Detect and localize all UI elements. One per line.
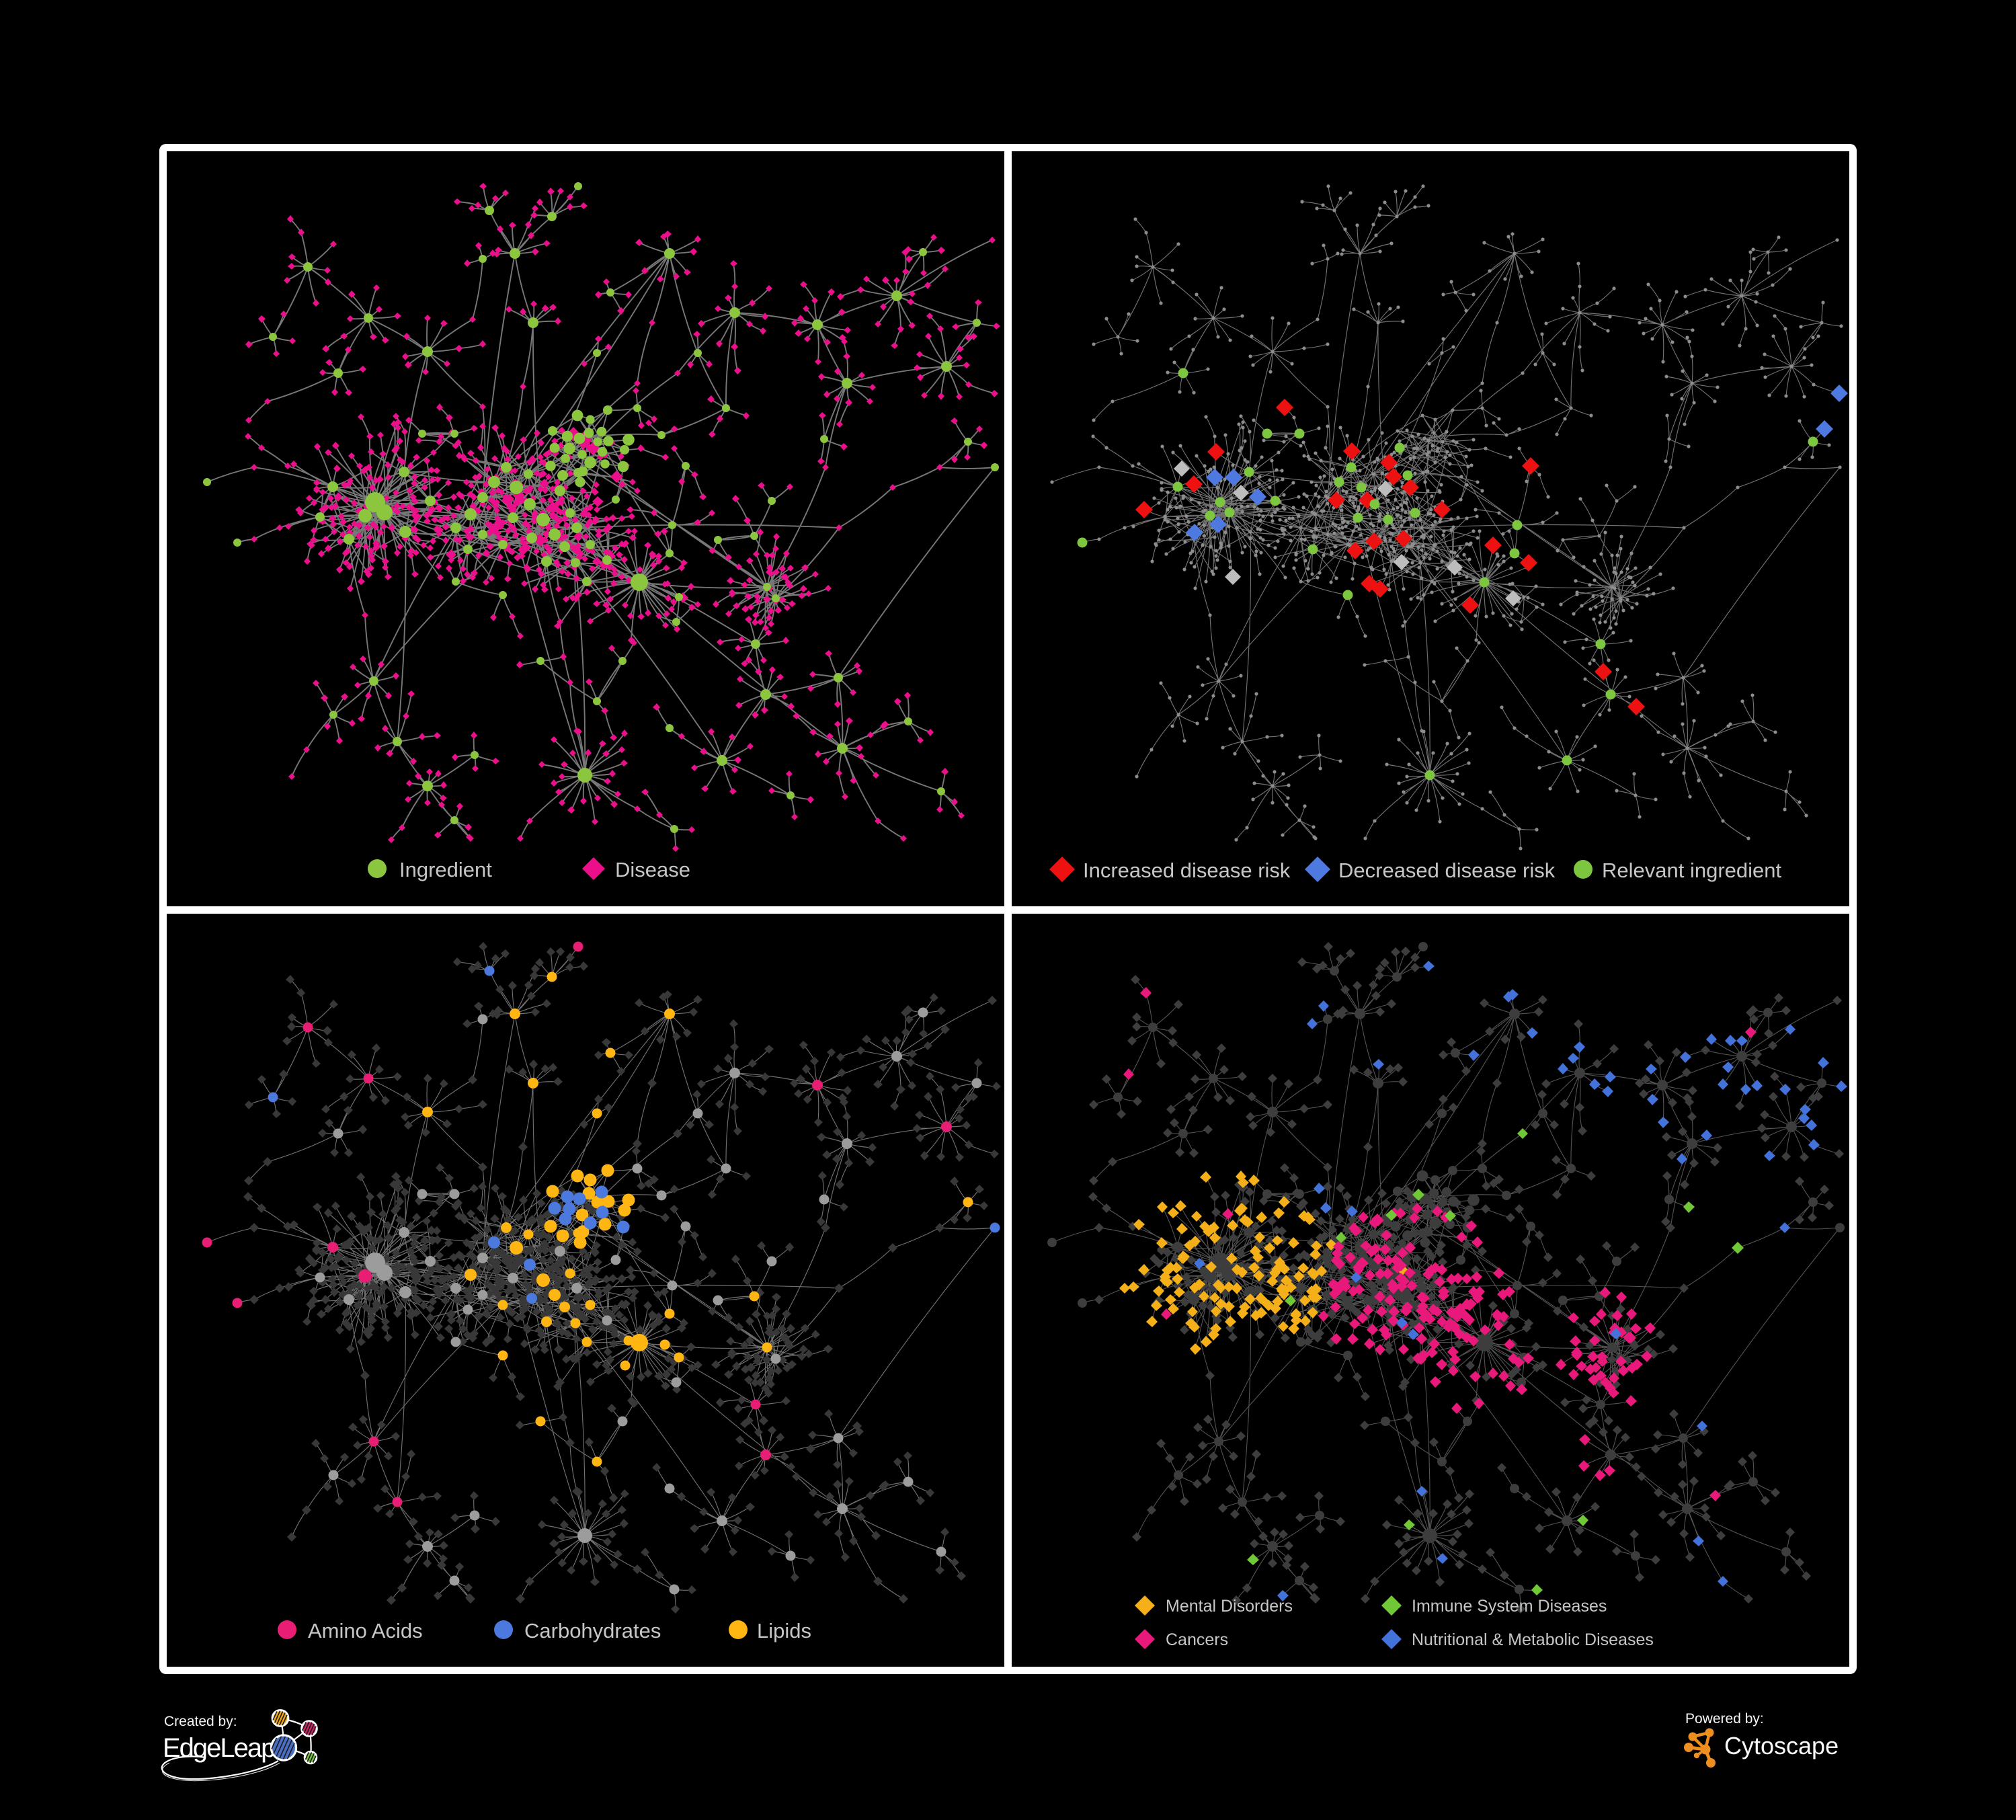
svg-text:Decreased disease risk: Decreased disease risk [1338, 859, 1556, 882]
svg-text:Mental Disorders: Mental Disorders [1166, 1597, 1293, 1616]
svg-text:Increased disease risk: Increased disease risk [1083, 859, 1291, 882]
svg-text:Carbohydrates: Carbohydrates [524, 1619, 661, 1643]
svg-text:Cytoscape: Cytoscape [1724, 1732, 1839, 1759]
svg-text:Ingredient: Ingredient [399, 858, 492, 881]
svg-text:Nutritional & Metabolic Diseas: Nutritional & Metabolic Diseases [1412, 1630, 1654, 1649]
svg-text:Cancers: Cancers [1166, 1630, 1228, 1649]
svg-text:Lipids: Lipids [757, 1619, 811, 1643]
svg-text:Amino Acids: Amino Acids [308, 1619, 423, 1643]
svg-text:Relevant ingredient: Relevant ingredient [1602, 859, 1782, 882]
svg-text:Powered by:: Powered by: [1685, 1711, 1764, 1727]
svg-text:Created by:: Created by: [164, 1714, 237, 1729]
svg-text:EdgeLeap: EdgeLeap [163, 1733, 275, 1763]
svg-text:Disease: Disease [615, 858, 690, 881]
svg-text:Immune System Diseases: Immune System Diseases [1412, 1597, 1607, 1616]
